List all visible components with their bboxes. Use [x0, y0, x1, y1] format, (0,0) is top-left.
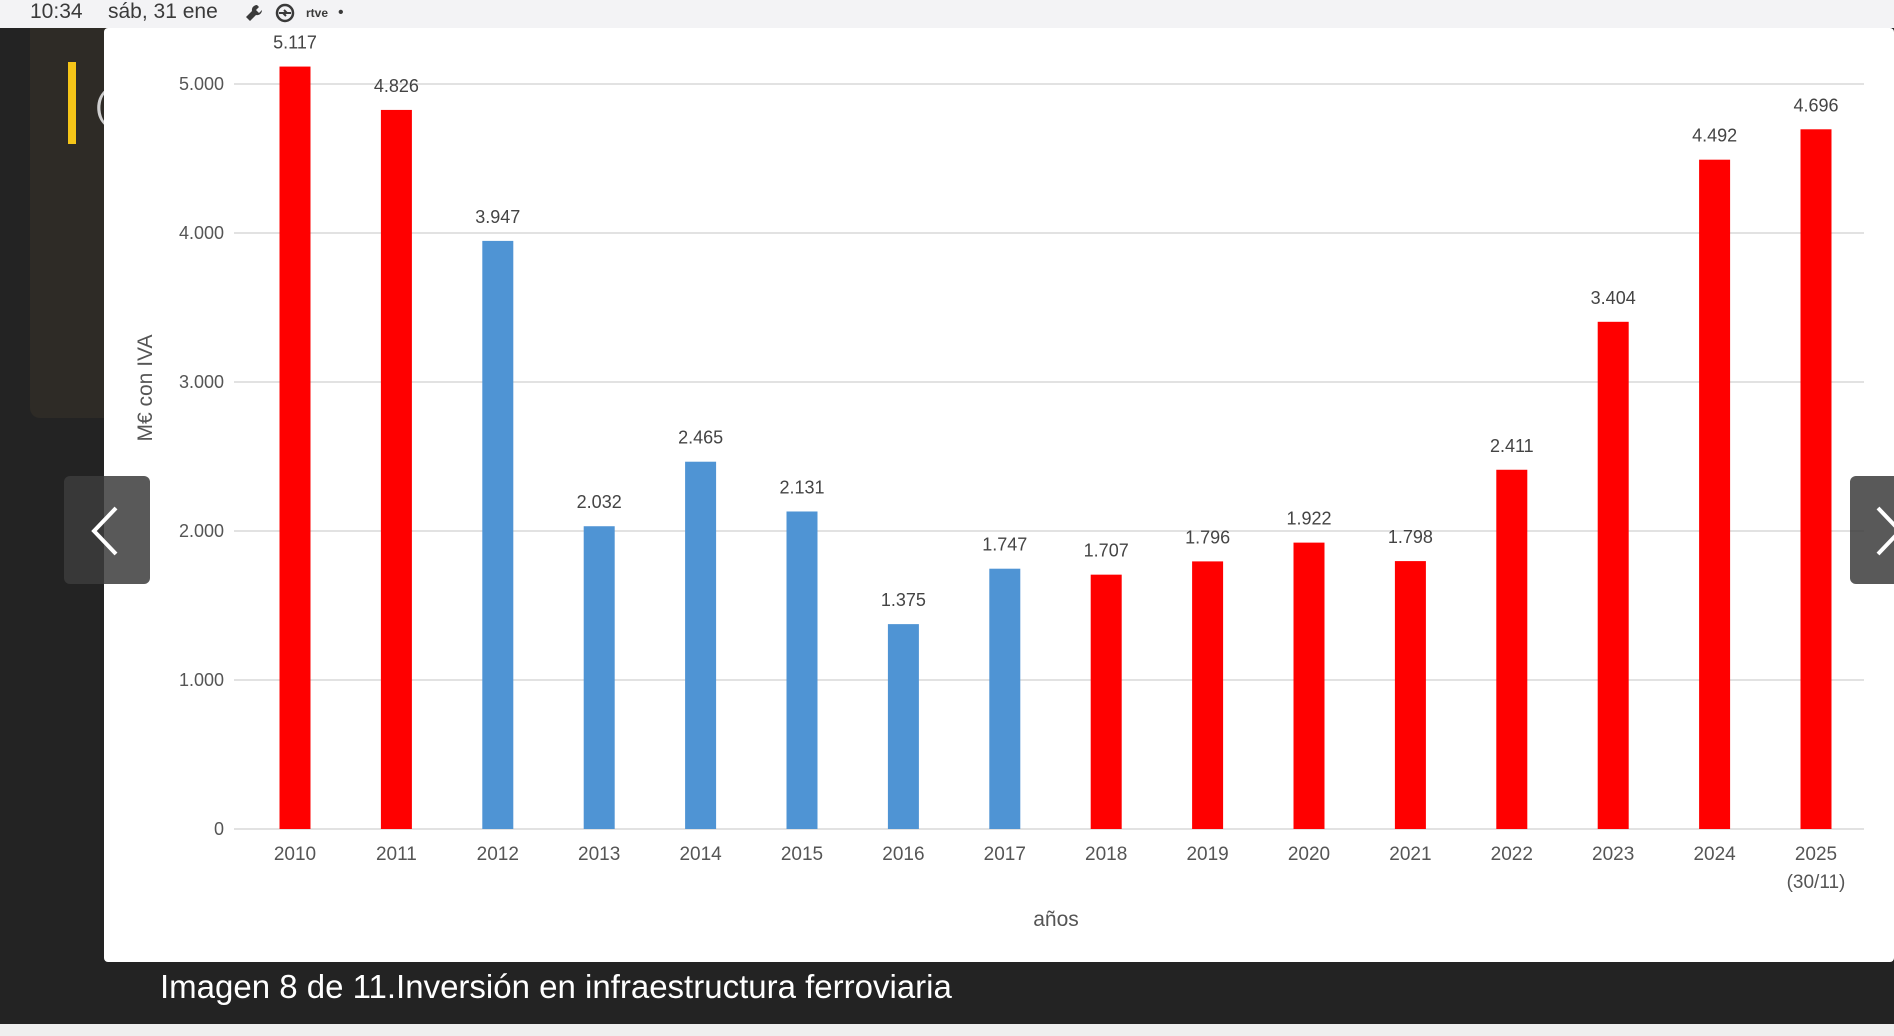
bar	[1090, 574, 1122, 829]
wrench-icon	[246, 4, 263, 21]
image-caption: Imagen 8 de 11.Inversión en infraestruct…	[160, 968, 952, 1005]
chevron-left-icon	[91, 506, 118, 556]
data-label: 1.922	[1286, 509, 1331, 529]
data-label: 1.798	[1388, 527, 1433, 547]
x-tick-label: 2017	[984, 844, 1026, 865]
x-tick-label: 2011	[376, 844, 417, 865]
bar	[1293, 542, 1325, 829]
status-bar: 10:34 sáb, 31 ene rtve •	[0, 0, 1894, 28]
y-tick-label: 0	[214, 819, 224, 839]
y-tick-label: 5.000	[179, 74, 224, 94]
bottom-edge	[0, 1024, 1894, 1036]
next-image-button[interactable]	[1850, 476, 1894, 584]
background-accent-bar	[68, 62, 76, 144]
y-tick-label: 2.000	[179, 521, 224, 541]
bar	[583, 526, 615, 829]
x-tick-label: 2010	[274, 844, 316, 865]
bar	[380, 109, 412, 829]
rtve-play-icon: rtve	[306, 6, 329, 20]
x-tick-label: 2022	[1491, 844, 1533, 865]
chart-image-card: 0 1.000 2.000 3.000 4.000 5.000 5.117 2010 4.826…	[104, 28, 1894, 962]
x-tick-label: 2024	[1693, 844, 1736, 865]
y-axis-title: M€ con IVA	[134, 335, 157, 442]
data-label: 1.747	[982, 535, 1027, 555]
chevron-right-icon	[1876, 506, 1894, 556]
bar-chart: 0 1.000 2.000 3.000 4.000 5.000 5.117 2010 4.826…	[134, 33, 1864, 931]
y-tick-label: 1.000	[179, 670, 224, 690]
x-tick-label: 2012	[477, 844, 519, 865]
data-label: 4.696	[1793, 95, 1838, 115]
x-axis-title: años	[1033, 908, 1079, 931]
x-tick-label: 2025	[1795, 844, 1837, 865]
bar	[887, 624, 919, 829]
x-tick-label: 2014	[679, 844, 722, 865]
data-label: 2.032	[577, 492, 622, 512]
x-tick-label: 2018	[1085, 844, 1127, 865]
bar	[1699, 159, 1731, 829]
status-time: 10:34	[30, 0, 83, 23]
bar	[279, 66, 311, 829]
bar	[482, 240, 514, 830]
bar	[1597, 321, 1629, 829]
x-tick-label: (30/11)	[1787, 872, 1846, 893]
x-tick-label: 2015	[781, 844, 823, 865]
data-label: 4.492	[1692, 126, 1737, 146]
previous-image-button[interactable]	[64, 476, 150, 584]
data-label: 2.465	[678, 428, 723, 448]
y-tick-label: 3.000	[179, 372, 224, 392]
x-tick-label: 2013	[578, 844, 620, 865]
data-label: 5.117	[273, 33, 317, 53]
data-label: 2.131	[779, 477, 824, 497]
y-tick-label: 4.000	[179, 223, 224, 243]
data-label: 3.947	[475, 207, 520, 227]
data-label: 3.404	[1591, 288, 1636, 308]
data-label: 4.826	[374, 76, 419, 96]
x-tick-label: 2020	[1288, 844, 1330, 865]
sync-icon	[275, 3, 295, 23]
data-label: 2.411	[1490, 436, 1534, 456]
notification-dot-icon: •	[338, 4, 344, 21]
x-tick-label: 2016	[882, 844, 924, 865]
bar	[1496, 469, 1528, 829]
bar	[1800, 129, 1832, 829]
bar	[786, 511, 818, 829]
status-date: sáb, 31 ene	[108, 0, 218, 23]
bar	[1394, 561, 1426, 829]
x-tick-label: 2023	[1592, 844, 1634, 865]
bar	[685, 461, 717, 829]
data-label: 1.796	[1185, 527, 1230, 547]
data-label: 1.375	[881, 590, 926, 610]
x-tick-label: 2019	[1186, 844, 1228, 865]
data-label: 1.707	[1084, 541, 1129, 561]
status-icons: rtve •	[244, 2, 344, 24]
bar	[1192, 561, 1224, 829]
x-tick-label: 2021	[1389, 844, 1431, 865]
bar	[989, 568, 1021, 829]
